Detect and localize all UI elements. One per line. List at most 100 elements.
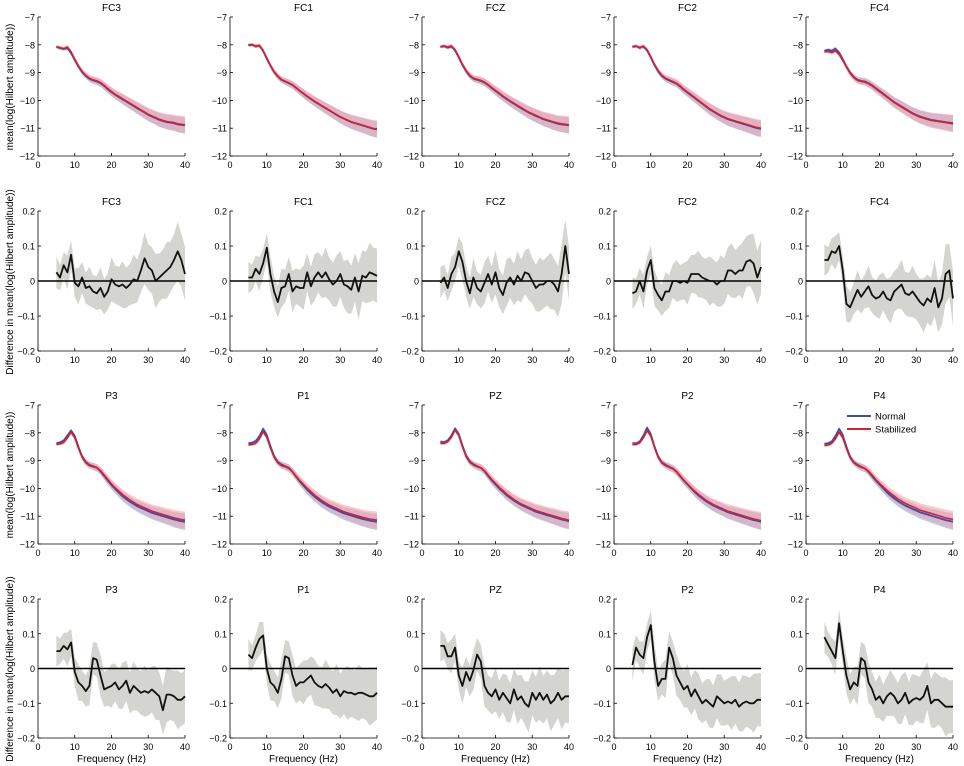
y-tick-label: −11 <box>20 512 35 522</box>
y-tick-label: −11 <box>596 512 611 522</box>
y-tick-label: −8 <box>793 428 803 438</box>
y-tick-label: −8 <box>217 428 227 438</box>
x-tick-label: 20 <box>874 355 884 365</box>
x-tick-label: 40 <box>372 355 382 365</box>
x-tick-label: 40 <box>372 160 382 170</box>
y-tick-label: 0.1 <box>214 629 227 639</box>
x-tick-label: 20 <box>874 548 884 558</box>
x-tick-label: 10 <box>70 548 80 558</box>
x-tick-label: 40 <box>948 742 958 752</box>
y-tick-label: −12 <box>596 152 611 162</box>
panel-fc4-spectrum: FC4 −12 −11 −10 −9 −8 −7 0 10 20 30 40 <box>788 3 958 170</box>
y-tick-label: −10 <box>20 484 35 494</box>
y-tick-label: −7 <box>793 401 803 411</box>
legend-label-normal: Normal <box>875 412 906 423</box>
y-tick-label: −8 <box>409 40 419 50</box>
y-tick-label: 0.2 <box>214 595 227 605</box>
y-tick-label: −0.1 <box>401 312 419 322</box>
y-tick-label: −9 <box>601 68 611 78</box>
series-difference-line <box>631 624 761 708</box>
y-tick-label: 0.1 <box>598 629 611 639</box>
y-tick-label: 0.2 <box>406 595 419 605</box>
y-tick-label: −0.1 <box>209 699 227 709</box>
y-tick-label: −8 <box>25 40 35 50</box>
difference-error-band <box>248 621 377 726</box>
panel-fc2-difference: FC2 −0.2 −0.1 0 0.1 0.2 0 10 20 30 40 <box>593 197 766 365</box>
panel-pz-difference: PZ −0.2 −0.1 0 0.1 0.2 0 10 20 30 40 Frequency (Hz) <box>401 585 574 765</box>
x-tick-label: 40 <box>180 160 190 170</box>
y-tick-label: −0.2 <box>209 734 227 744</box>
y-tick-label: −8 <box>601 428 611 438</box>
y-tick-label: 0.2 <box>598 207 611 217</box>
x-tick-label: 0 <box>35 742 40 752</box>
panel-fcz-spectrum: FCZ −12 −11 −10 −9 −8 −7 0 10 20 30 40 <box>404 3 574 170</box>
x-tick-label: 30 <box>143 548 153 558</box>
y-tick-label: −12 <box>212 152 227 162</box>
y-tick-label: −0.2 <box>401 734 419 744</box>
row-1-difference: Difference in mean(log(Hilbert amplitude… <box>5 189 958 374</box>
panel-title: P2 <box>681 391 694 402</box>
y-tick-label: 0.2 <box>22 207 35 217</box>
panel-fc3-spectrum: FC3 −12 −11 −10 −9 −8 −7 0 10 20 30 40 <box>20 3 190 170</box>
x-tick-label: 20 <box>682 742 692 752</box>
y-tick-label: −10 <box>596 484 611 494</box>
y-tick-label: −10 <box>788 96 803 106</box>
x-tick-label: 20 <box>490 355 500 365</box>
panel-p3-spectrum: P3 −12 −11 −10 −9 −8 −7 0 10 20 30 40 <box>20 391 190 558</box>
y-tick-label: 0.1 <box>406 629 419 639</box>
x-tick-label: 10 <box>454 548 464 558</box>
y-tick-label: −0.1 <box>401 699 419 709</box>
stabilized-error-band <box>824 430 953 529</box>
x-tick-label: 10 <box>838 355 848 365</box>
panel-p2-difference: P2 −0.2 −0.1 0 0.1 0.2 0 10 20 30 40 Frequency (Hz) <box>593 585 766 765</box>
x-tick-label: 30 <box>527 548 537 558</box>
y-tick-label: −0.2 <box>593 734 611 744</box>
x-tick-label: 30 <box>527 742 537 752</box>
y-tick-label: −9 <box>601 456 611 466</box>
x-tick-label: 0 <box>227 160 232 170</box>
y-tick-label: −12 <box>212 540 227 550</box>
x-axis-label: Frequency (Hz) <box>653 754 722 765</box>
y-axis-label: mean(log(Hilbert amplitude)) <box>5 24 16 151</box>
y-tick-label: −7 <box>601 401 611 411</box>
y-tick-label: 0.2 <box>22 595 35 605</box>
x-tick-label: 40 <box>180 742 190 752</box>
y-tick-label: −11 <box>404 124 419 134</box>
x-tick-label: 30 <box>527 355 537 365</box>
y-tick-label: −11 <box>788 512 803 522</box>
x-tick-label: 20 <box>874 742 884 752</box>
series-stabilized-line <box>440 429 570 521</box>
x-tick-label: 20 <box>106 160 116 170</box>
y-tick-label: −12 <box>20 152 35 162</box>
x-tick-label: 30 <box>143 742 153 752</box>
x-axis-label: Frequency (Hz) <box>269 754 338 765</box>
y-tick-label: −0.1 <box>17 699 35 709</box>
x-tick-label: 0 <box>803 742 808 752</box>
panel-title: FC3 <box>102 3 121 14</box>
y-tick-label: −11 <box>212 124 227 134</box>
y-tick-label: −8 <box>601 40 611 50</box>
legend-label-stabilized: Stabilized <box>875 425 916 436</box>
y-tick-label: −10 <box>20 96 35 106</box>
y-tick-label: 0.1 <box>22 629 35 639</box>
y-tick-label: 0.2 <box>214 207 227 217</box>
panel-fc3-difference: FC3 −0.2 −0.1 0 0.1 0.2 0 10 20 30 40 <box>17 197 190 365</box>
y-tick-label: 0.2 <box>598 595 611 605</box>
stabilized-error-band <box>248 42 377 138</box>
x-axis-label: Frequency (Hz) <box>461 754 530 765</box>
x-tick-label: 40 <box>756 548 766 558</box>
x-tick-label: 30 <box>335 355 345 365</box>
stabilized-error-band <box>248 429 377 529</box>
y-tick-label: 0.2 <box>790 595 803 605</box>
y-tick-label: −0.2 <box>785 734 803 744</box>
series-stabilized-line <box>248 430 378 521</box>
y-tick-label: −7 <box>217 401 227 411</box>
panel-p1-spectrum: P1 −12 −11 −10 −9 −8 −7 0 10 20 30 40 <box>212 391 382 558</box>
y-tick-label: 0 <box>222 664 227 674</box>
x-tick-label: 30 <box>335 742 345 752</box>
difference-error-band <box>56 628 186 735</box>
y-tick-label: −0.1 <box>785 699 803 709</box>
x-tick-label: 10 <box>646 742 656 752</box>
panel-title: PZ <box>489 391 502 402</box>
y-tick-label: −11 <box>212 512 227 522</box>
